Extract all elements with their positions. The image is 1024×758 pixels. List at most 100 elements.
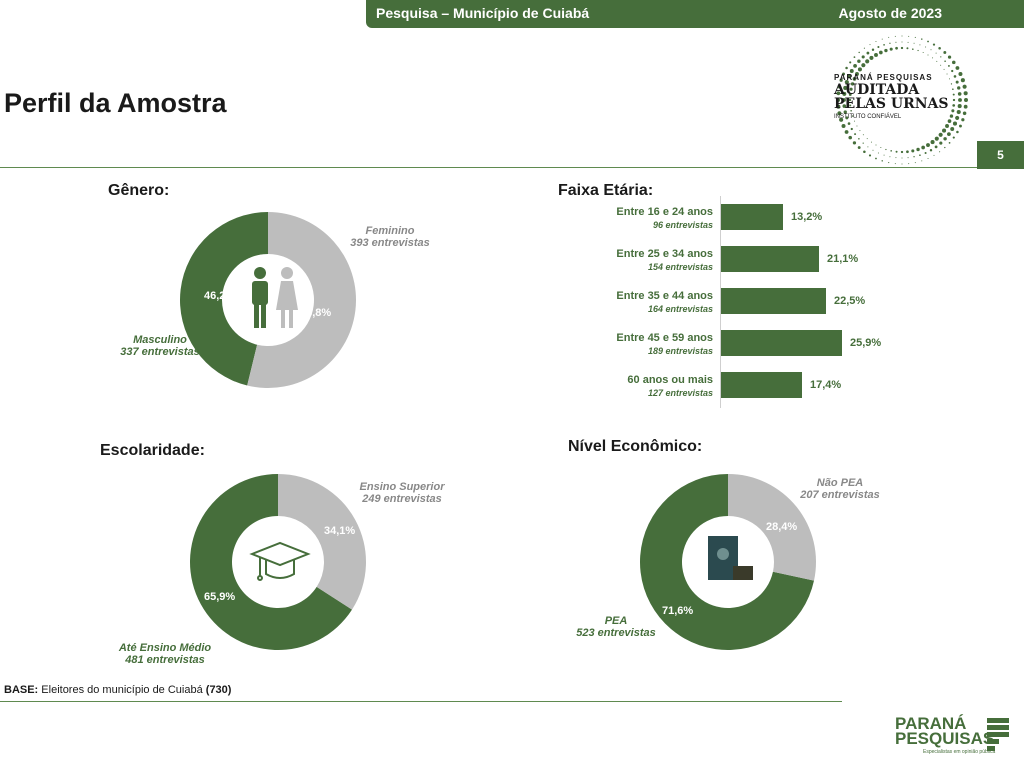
seal-dot [947, 132, 951, 136]
seal-dot [844, 130, 849, 134]
seal-dot [881, 38, 883, 40]
faixa-sublabel: 189 entrevistas [647, 346, 713, 356]
seal-dot [932, 43, 936, 46]
seal-dot [883, 154, 885, 156]
faixa-value: 22,5% [834, 295, 866, 307]
faixa-label: 60 anos ou mais [627, 374, 713, 386]
faixa-axis [720, 196, 721, 408]
seal-dot [842, 104, 847, 108]
seal-dot [955, 66, 960, 70]
seal-dot [885, 148, 887, 151]
seal-dot [879, 50, 883, 55]
seal-dot [848, 98, 852, 102]
seal-dot [881, 160, 883, 162]
seal-dot [895, 46, 898, 50]
work-card-icon [708, 536, 753, 580]
seal-dot [890, 150, 892, 152]
seal-dot [943, 50, 947, 54]
seal-dot [930, 140, 935, 145]
seal-dot [850, 110, 852, 112]
seal-dot [853, 64, 857, 68]
seal-dot [952, 104, 956, 107]
seal-dot [843, 85, 848, 91]
seal-dot [894, 35, 896, 37]
seal-dot [921, 145, 925, 150]
seal-dot [947, 55, 952, 59]
seal-dot [895, 157, 897, 159]
audit-seal: PARANÁ PESQUISAS AUDITADA PELAS URNAS IN… [834, 32, 970, 168]
seal-dot [926, 143, 930, 147]
seal-dot [922, 51, 924, 53]
seal-dot [901, 163, 903, 165]
seal-dot [945, 124, 949, 128]
seal-dot [868, 154, 872, 157]
seal-dot [848, 135, 853, 140]
nivel-pea-pct: 71,6% [662, 605, 693, 617]
seal-dot [934, 145, 938, 149]
seal-dot [936, 60, 938, 62]
seal-dot [906, 150, 909, 154]
seal-dot [836, 98, 840, 102]
title-divider [0, 167, 977, 168]
seal-dot [947, 64, 950, 67]
genero-fem-pct: 53,8% [300, 307, 331, 319]
people-icon [252, 267, 298, 328]
seal-dot [862, 142, 864, 144]
seal-dot [862, 134, 864, 136]
seal-dot [955, 115, 960, 120]
seal-dot [949, 78, 951, 80]
seal-dot [925, 46, 927, 48]
seal-dot [913, 156, 915, 158]
faixa-sublabel: 154 entrevistas [647, 262, 713, 272]
seal-dot [848, 93, 852, 96]
seal-dot [842, 98, 846, 102]
seal-dot [851, 115, 854, 117]
nivel-slice-pea [640, 474, 814, 650]
seal-dot [951, 69, 954, 73]
seal-dot [863, 150, 866, 154]
seal-dot [845, 66, 848, 70]
faixa-bar [721, 204, 783, 230]
escolaridade-sup-pct: 34,1% [324, 525, 355, 537]
seal-dot [939, 141, 943, 145]
seal-dot [856, 125, 858, 127]
seal-dot [850, 82, 855, 86]
seal-dot [843, 110, 847, 114]
seal-dot [867, 146, 869, 148]
genero-fem-label: Feminino 393 entrevistas [350, 225, 430, 249]
seal-dot [863, 47, 865, 49]
faixa-label: Entre 35 e 44 anos [616, 290, 713, 302]
seal-dot [901, 35, 903, 37]
seal-dot [907, 157, 909, 159]
nivel-donut: 28,4% 71,6% [640, 474, 816, 650]
seal-dot [877, 45, 880, 49]
seal-dot [900, 46, 904, 50]
seal-dot [950, 83, 953, 85]
nivel-npea-label: Não PEA 207 entrevistas [800, 477, 880, 501]
page-title: Perfil da Amostra [4, 88, 227, 118]
seal-dot [857, 67, 862, 72]
seal-dot [874, 53, 878, 57]
seal-dot [924, 151, 927, 155]
escolaridade-donut: 34,1% 65,9% [190, 474, 366, 650]
seal-dot [836, 104, 841, 109]
seal-dot [955, 80, 959, 84]
seal-dot [846, 74, 852, 79]
seal-dot [849, 69, 854, 73]
seal-dot [946, 73, 948, 75]
seal-dot [872, 149, 874, 151]
seal-dot [956, 109, 961, 115]
seal-dot [939, 151, 941, 153]
faixa-value: 21,1% [827, 253, 859, 265]
seal-dot [961, 118, 965, 122]
seal-dot [875, 144, 877, 146]
seal-dot [957, 104, 962, 109]
seal-dot [934, 136, 939, 141]
faixa-bar [721, 288, 826, 314]
seal-dot [880, 147, 882, 149]
escolaridade-sup-label: Ensino Superior 249 entrevistas [359, 481, 445, 505]
seal-dot [914, 162, 916, 164]
escolaridade-slice-medio [190, 474, 353, 650]
faixa-value: 17,4% [810, 379, 842, 391]
seal-dot [916, 147, 920, 152]
